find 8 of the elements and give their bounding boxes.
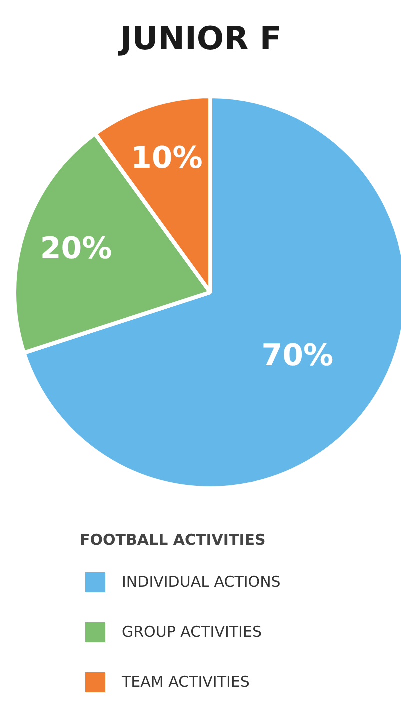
legend-label: TEAM ACTIVITIES	[122, 673, 250, 691]
data-label: 20%	[40, 231, 112, 266]
data-label: 10%	[130, 140, 203, 176]
data-label: 70%	[262, 338, 334, 374]
legend-label: GROUP ACTIVITIES	[122, 623, 262, 641]
legend-title: FOOTBALL ACTIVITIES	[80, 531, 267, 549]
legend-label: INDIVIDUAL ACTIONS	[122, 573, 281, 591]
chart-title: JUNIOR F	[118, 20, 282, 58]
